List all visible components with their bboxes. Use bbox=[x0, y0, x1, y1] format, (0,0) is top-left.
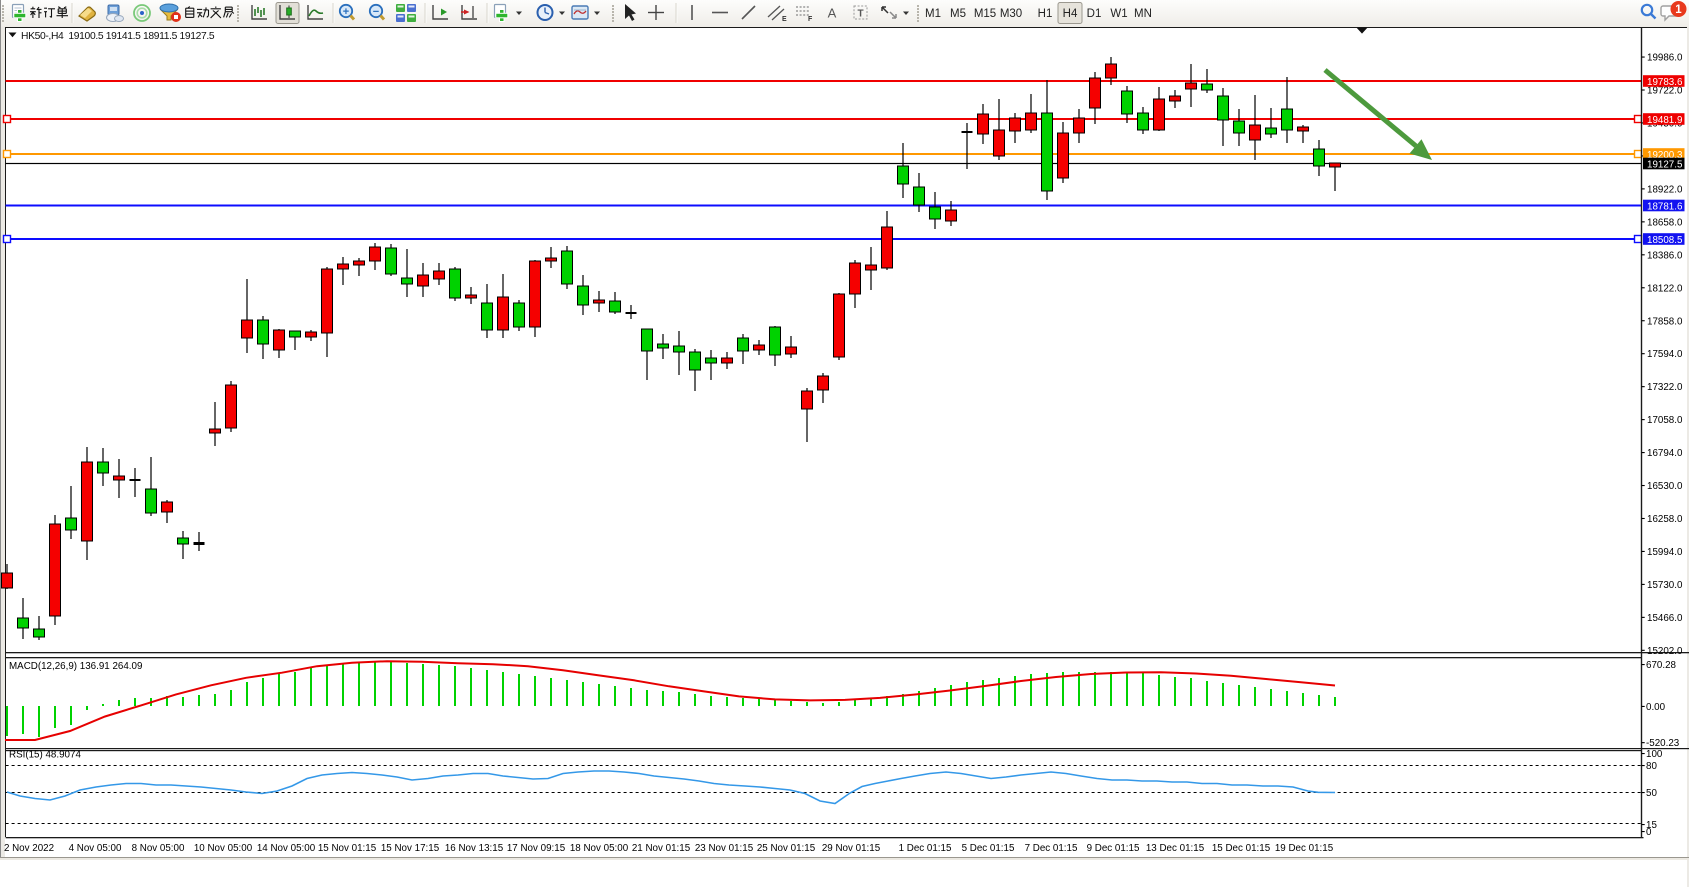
svg-text:670.28: 670.28 bbox=[1646, 660, 1677, 671]
svg-text:5 Dec 01:15: 5 Dec 01:15 bbox=[962, 843, 1015, 854]
svg-text:+: + bbox=[343, 6, 349, 18]
svg-text:2 Nov 2022: 2 Nov 2022 bbox=[4, 843, 54, 854]
svg-text:15 Nov 01:15: 15 Nov 01:15 bbox=[318, 843, 377, 854]
svg-text:M5: M5 bbox=[950, 8, 966, 20]
svg-text:18658.0: 18658.0 bbox=[1647, 217, 1683, 228]
svg-text:1 Dec 01:15: 1 Dec 01:15 bbox=[899, 843, 952, 854]
svg-text:19 Dec 01:15: 19 Dec 01:15 bbox=[1275, 843, 1334, 854]
svg-text:16530.0: 16530.0 bbox=[1647, 481, 1683, 492]
svg-text:15: 15 bbox=[1646, 820, 1657, 831]
svg-text:MACD(12,26,9) 136.91 264.09: MACD(12,26,9) 136.91 264.09 bbox=[9, 661, 142, 672]
svg-text:15202.0: 15202.0 bbox=[1647, 646, 1683, 657]
svg-text:13 Dec 01:15: 13 Dec 01:15 bbox=[1146, 843, 1205, 854]
svg-text:25 Nov 01:15: 25 Nov 01:15 bbox=[757, 843, 816, 854]
svg-text:RSI(15) 48.9074: RSI(15) 48.9074 bbox=[9, 750, 81, 761]
svg-text:18122.0: 18122.0 bbox=[1647, 283, 1683, 294]
svg-text:16 Nov 13:15: 16 Nov 13:15 bbox=[445, 843, 504, 854]
svg-text:16258.0: 16258.0 bbox=[1647, 514, 1683, 525]
svg-text:19722.0: 19722.0 bbox=[1647, 86, 1683, 97]
svg-text:-520.23: -520.23 bbox=[1646, 738, 1680, 749]
svg-text:23 Nov 01:15: 23 Nov 01:15 bbox=[695, 843, 754, 854]
svg-text:15 Nov 17:15: 15 Nov 17:15 bbox=[381, 843, 440, 854]
svg-text:18 Nov 05:00: 18 Nov 05:00 bbox=[570, 843, 629, 854]
svg-text:19127.5: 19127.5 bbox=[1647, 159, 1683, 170]
svg-text:8 Nov 05:00: 8 Nov 05:00 bbox=[132, 843, 185, 854]
svg-text:M30: M30 bbox=[1000, 8, 1022, 20]
svg-text:T: T bbox=[857, 9, 863, 20]
svg-text:9 Dec 01:15: 9 Dec 01:15 bbox=[1087, 843, 1140, 854]
svg-text:M15: M15 bbox=[974, 8, 996, 20]
svg-text:4 Nov 05:00: 4 Nov 05:00 bbox=[69, 843, 122, 854]
svg-text:D1: D1 bbox=[1087, 8, 1102, 20]
svg-text:1: 1 bbox=[1675, 4, 1682, 16]
svg-text:17058.0: 17058.0 bbox=[1647, 415, 1683, 426]
svg-text:F: F bbox=[808, 16, 813, 23]
svg-text:17322.0: 17322.0 bbox=[1647, 382, 1683, 393]
svg-text:0.00: 0.00 bbox=[1646, 702, 1666, 713]
svg-text:19986.0: 19986.0 bbox=[1647, 53, 1683, 64]
svg-text:MN: MN bbox=[1134, 8, 1152, 20]
svg-text:17 Nov 09:15: 17 Nov 09:15 bbox=[507, 843, 566, 854]
svg-text:16794.0: 16794.0 bbox=[1647, 448, 1683, 459]
svg-text:100: 100 bbox=[1646, 749, 1663, 760]
svg-text:18386.0: 18386.0 bbox=[1647, 250, 1683, 261]
svg-text:H4: H4 bbox=[1063, 8, 1078, 20]
svg-text:HK50-,H4 19100.5 19141.5 1891: HK50-,H4 19100.5 19141.5 18911.5 19127.5 bbox=[21, 31, 215, 42]
svg-text:15466.0: 15466.0 bbox=[1647, 613, 1683, 624]
svg-text:15730.0: 15730.0 bbox=[1647, 580, 1683, 591]
svg-text:18922.0: 18922.0 bbox=[1647, 184, 1683, 195]
svg-text:A: A bbox=[828, 6, 837, 21]
svg-text:H1: H1 bbox=[1038, 8, 1053, 20]
svg-text:E: E bbox=[782, 16, 787, 23]
svg-text:18508.5: 18508.5 bbox=[1647, 235, 1683, 246]
svg-text:50: 50 bbox=[1646, 788, 1657, 799]
svg-text:15994.0: 15994.0 bbox=[1647, 547, 1683, 558]
svg-text:19200.3: 19200.3 bbox=[1647, 150, 1683, 161]
svg-text:0: 0 bbox=[1646, 827, 1652, 838]
svg-text:−: − bbox=[373, 6, 379, 18]
svg-text:W1: W1 bbox=[1110, 8, 1127, 20]
svg-text:15 Dec 01:15: 15 Dec 01:15 bbox=[1212, 843, 1271, 854]
svg-text:21 Nov 01:15: 21 Nov 01:15 bbox=[632, 843, 691, 854]
svg-text:17594.0: 17594.0 bbox=[1647, 349, 1683, 360]
svg-text:19783.6: 19783.6 bbox=[1647, 77, 1683, 88]
svg-text:M1: M1 bbox=[925, 8, 941, 20]
svg-text:19481.9: 19481.9 bbox=[1647, 115, 1682, 126]
svg-text:7 Dec 01:15: 7 Dec 01:15 bbox=[1025, 843, 1078, 854]
svg-text:18781.6: 18781.6 bbox=[1647, 201, 1683, 212]
svg-text:14 Nov 05:00: 14 Nov 05:00 bbox=[257, 843, 316, 854]
svg-text:10 Nov 05:00: 10 Nov 05:00 bbox=[194, 843, 253, 854]
svg-text:17858.0: 17858.0 bbox=[1647, 316, 1683, 327]
svg-text:29 Nov 01:15: 29 Nov 01:15 bbox=[822, 843, 881, 854]
svg-text:80: 80 bbox=[1646, 761, 1657, 772]
